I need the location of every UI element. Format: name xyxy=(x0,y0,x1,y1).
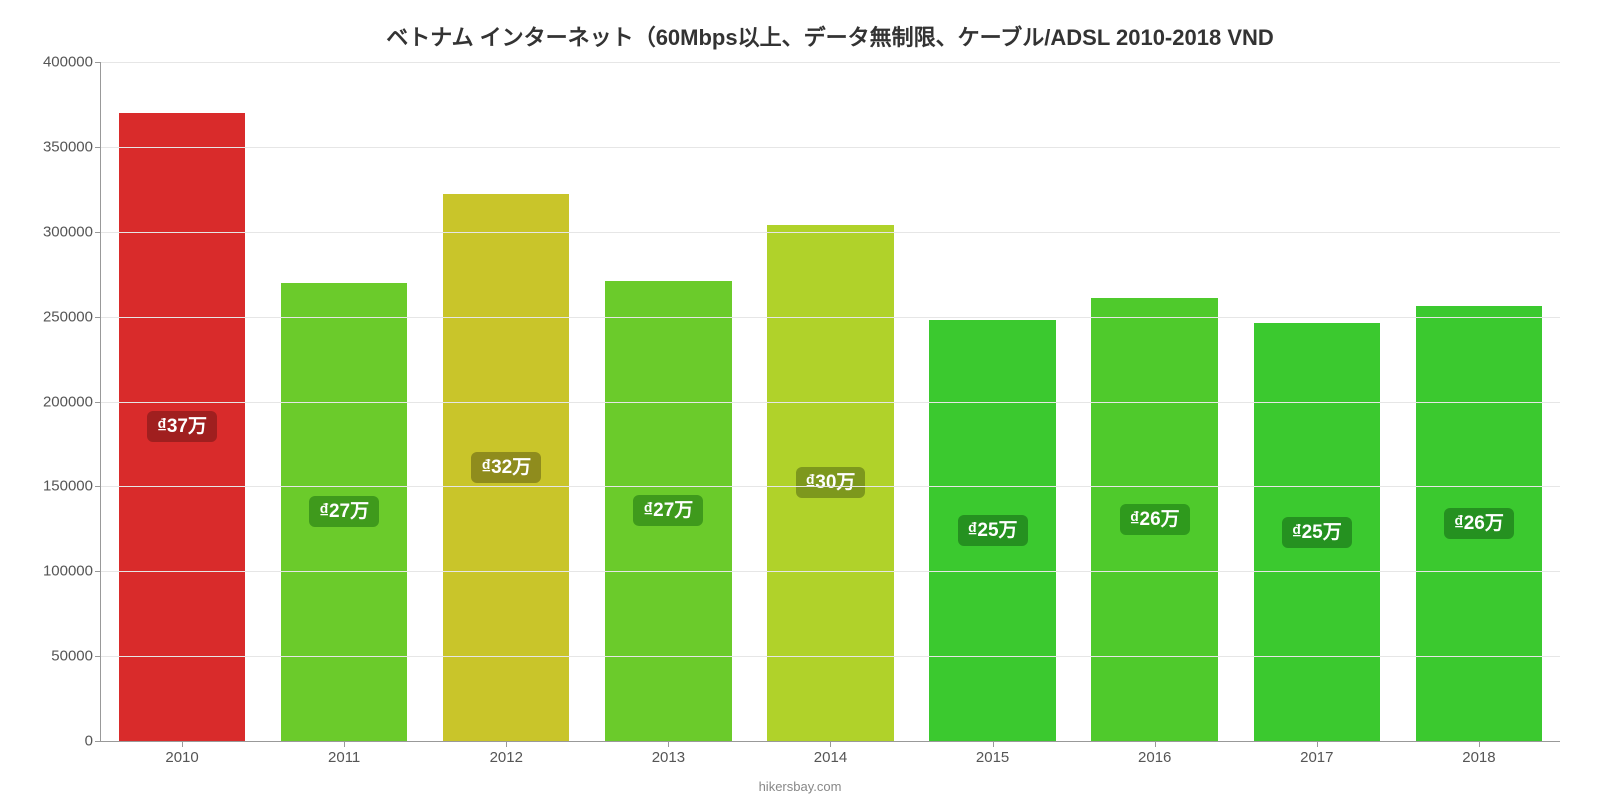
bar: ₫27万 xyxy=(281,283,407,741)
bar-value-label: ₫26万 xyxy=(1120,504,1190,535)
gridline xyxy=(101,62,1560,63)
y-tick-label: 200000 xyxy=(43,393,101,410)
bar-value-label: ₫30万 xyxy=(796,467,866,498)
gridline xyxy=(101,317,1560,318)
bar-value-label: ₫26万 xyxy=(1444,508,1514,539)
bar: ₫26万 xyxy=(1091,298,1217,741)
x-tick-mark xyxy=(1479,741,1480,747)
x-tick-label: 2011 xyxy=(328,749,360,766)
y-tick-label: 150000 xyxy=(43,478,101,495)
x-tick-label: 2018 xyxy=(1462,749,1495,766)
gridline xyxy=(101,402,1560,403)
gridline xyxy=(101,147,1560,148)
bar-value-label: ₫37万 xyxy=(147,411,217,442)
y-tick-label: 0 xyxy=(85,733,101,750)
bar: ₫27万 xyxy=(605,281,731,741)
x-tick-label: 2016 xyxy=(1138,749,1171,766)
y-tick-label: 400000 xyxy=(43,54,101,71)
x-tick-label: 2012 xyxy=(490,749,523,766)
y-tick-label: 350000 xyxy=(43,138,101,155)
x-tick-mark xyxy=(668,741,669,747)
x-tick-label: 2013 xyxy=(652,749,685,766)
x-tick-label: 2010 xyxy=(165,749,198,766)
bar: ₫25万 xyxy=(1254,323,1380,741)
gridline xyxy=(101,486,1560,487)
chart-title: ベトナム インターネット（60Mbps以上、データ無制限、ケーブル/ADSL 2… xyxy=(100,20,1560,52)
source-label: hikersbay.com xyxy=(759,779,842,794)
bar: ₫25万 xyxy=(929,320,1055,741)
bar-value-label: ₫27万 xyxy=(633,495,703,526)
x-tick-label: 2014 xyxy=(814,749,847,766)
bar: ₫26万 xyxy=(1416,306,1542,741)
x-tick-mark xyxy=(344,741,345,747)
x-tick-mark xyxy=(506,741,507,747)
y-tick-label: 250000 xyxy=(43,308,101,325)
bar-value-label: ₫25万 xyxy=(958,515,1028,546)
bar-value-label: ₫25万 xyxy=(1282,517,1352,548)
x-tick-mark xyxy=(830,741,831,747)
x-tick-mark xyxy=(1155,741,1156,747)
x-tick-mark xyxy=(993,741,994,747)
y-tick-label: 100000 xyxy=(43,563,101,580)
x-tick-mark xyxy=(1317,741,1318,747)
bar-value-label: ₫32万 xyxy=(471,452,541,483)
plot-area: ₫37万2010₫27万2011₫32万2012₫27万2013₫30万2014… xyxy=(100,62,1560,742)
bar: ₫37万 xyxy=(119,113,245,741)
gridline xyxy=(101,571,1560,572)
bar-value-label: ₫27万 xyxy=(309,496,379,527)
y-tick-label: 50000 xyxy=(51,648,101,665)
x-tick-label: 2015 xyxy=(976,749,1009,766)
bar: ₫30万 xyxy=(767,225,893,741)
y-tick-label: 300000 xyxy=(43,223,101,240)
gridline xyxy=(101,656,1560,657)
x-tick-mark xyxy=(182,741,183,747)
chart-container: ベトナム インターネット（60Mbps以上、データ無制限、ケーブル/ADSL 2… xyxy=(0,0,1600,800)
x-tick-label: 2017 xyxy=(1300,749,1333,766)
gridline xyxy=(101,232,1560,233)
bar: ₫32万 xyxy=(443,194,569,741)
